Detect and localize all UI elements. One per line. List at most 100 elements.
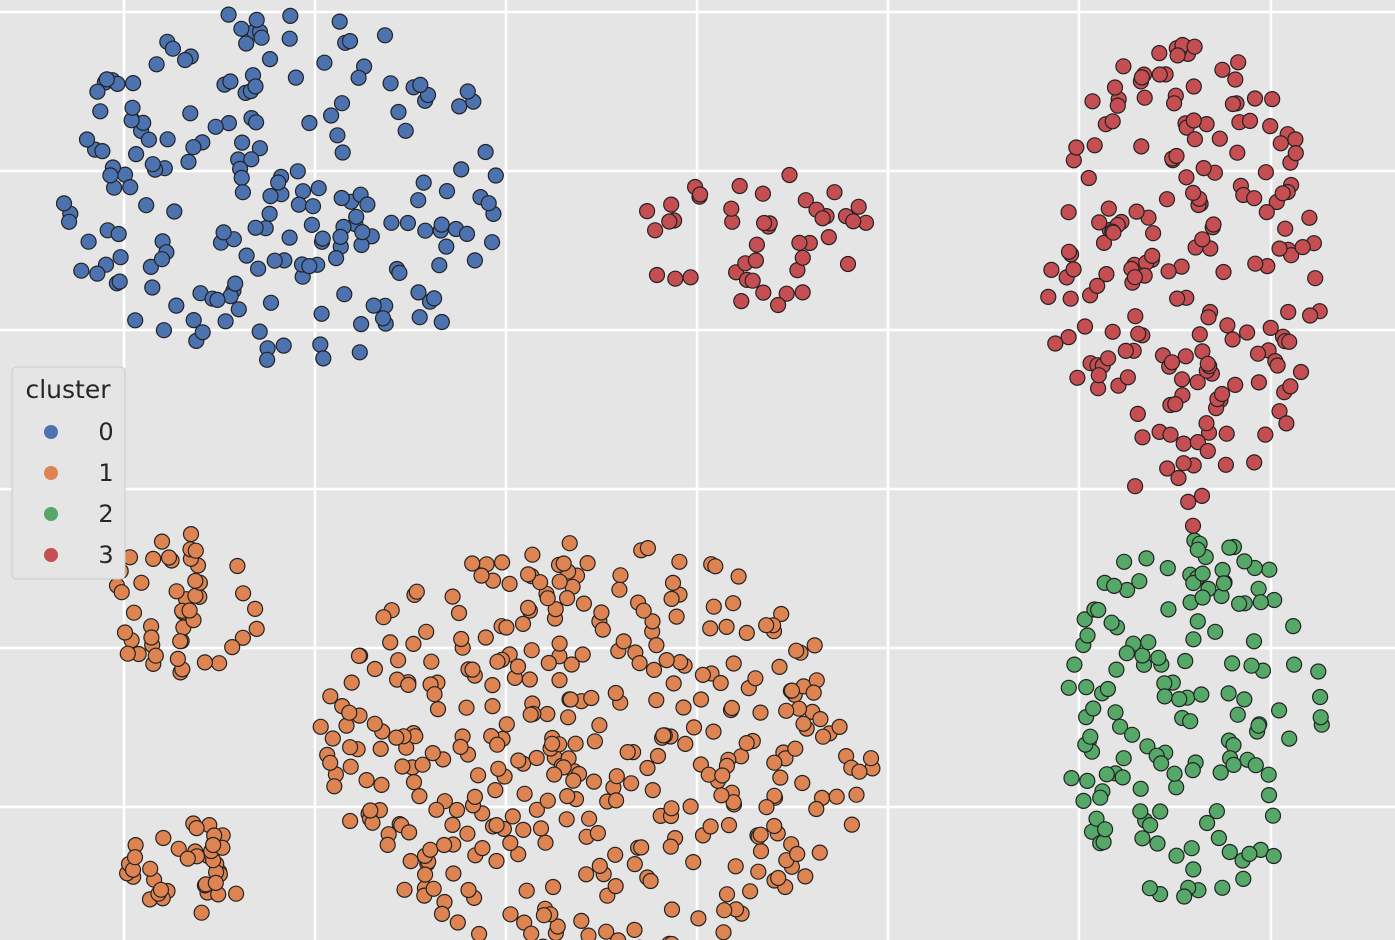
data-point-cluster-1 (362, 802, 379, 819)
data-point-cluster-1 (575, 595, 593, 612)
data-point-cluster-3 (1238, 324, 1256, 341)
data-point-cluster-1 (489, 736, 506, 753)
data-point-cluster-3 (1091, 214, 1108, 231)
data-point-cluster-2 (1260, 786, 1278, 804)
data-point-cluster-2 (1266, 591, 1283, 609)
data-point-cluster-1 (366, 715, 383, 732)
data-point-cluster-3 (1069, 369, 1086, 386)
data-point-cluster-1 (125, 604, 143, 621)
data-point-cluster-2 (1221, 843, 1238, 861)
data-point-cluster-1 (358, 771, 375, 789)
data-point-cluster-2 (1281, 730, 1298, 747)
data-point-cluster-1 (342, 812, 359, 830)
data-point-cluster-2 (1066, 656, 1083, 673)
data-point-cluster-0 (303, 216, 320, 233)
data-point-cluster-2 (1076, 611, 1093, 628)
data-point-cluster-3 (1184, 184, 1202, 201)
data-point-cluster-2 (1260, 766, 1277, 783)
data-point-cluster-0 (233, 169, 250, 186)
data-point-cluster-1 (705, 723, 722, 740)
data-point-cluster-1 (523, 925, 540, 940)
data-point-cluster-2 (1060, 679, 1077, 696)
data-point-cluster-1 (126, 849, 144, 866)
data-point-cluster-3 (748, 236, 766, 253)
data-point-cluster-3 (820, 229, 837, 246)
data-point-cluster-1 (702, 818, 719, 835)
data-point-cluster-2 (1114, 769, 1131, 786)
data-point-cluster-3 (1159, 460, 1176, 477)
data-point-cluster-1 (805, 684, 822, 701)
data-point-cluster-3 (1104, 323, 1121, 340)
data-point-cluster-2 (1285, 617, 1302, 635)
data-point-cluster-1 (644, 781, 661, 799)
data-point-cluster-0 (253, 29, 270, 46)
data-point-cluster-2 (1247, 757, 1264, 774)
data-point-cluster-3 (1099, 350, 1117, 367)
data-point-cluster-3 (1250, 374, 1268, 391)
data-point-cluster-1 (705, 598, 722, 615)
data-point-cluster-0 (262, 294, 280, 311)
data-point-cluster-3 (1126, 269, 1144, 286)
data-point-cluster-0 (383, 214, 400, 231)
data-point-cluster-1 (644, 613, 661, 630)
data-point-cluster-0 (209, 291, 226, 308)
data-point-cluster-3 (1175, 455, 1192, 472)
data-point-cluster-1 (551, 635, 568, 652)
data-point-cluster-1 (452, 738, 469, 756)
data-point-cluster-3 (1194, 231, 1211, 248)
data-point-cluster-1 (631, 654, 648, 672)
data-point-cluster-1 (426, 686, 443, 703)
data-point-cluster-1 (720, 816, 738, 834)
data-point-cluster-0 (144, 279, 161, 296)
data-point-cluster-0 (261, 50, 279, 68)
data-point-cluster-0 (251, 140, 268, 157)
data-point-cluster-2 (1079, 772, 1096, 790)
data-point-cluster-2 (1252, 594, 1269, 611)
data-point-cluster-2 (1212, 764, 1229, 781)
data-point-cluster-1 (514, 615, 532, 633)
data-point-cluster-2 (1265, 847, 1282, 865)
data-point-cluster-1 (515, 821, 532, 839)
data-point-cluster-1 (504, 808, 521, 825)
data-point-cluster-0 (399, 214, 416, 232)
data-point-cluster-1 (470, 767, 487, 784)
data-point-cluster-0 (220, 6, 237, 23)
data-point-cluster-0 (453, 161, 470, 178)
legend-box (11, 366, 126, 580)
data-point-cluster-1 (738, 624, 755, 642)
data-point-cluster-2 (1185, 861, 1202, 878)
data-point-cluster-1 (770, 869, 787, 887)
data-point-cluster-0 (397, 122, 414, 139)
data-point-cluster-2 (1152, 755, 1170, 772)
data-point-cluster-1 (388, 729, 405, 746)
data-point-cluster-1 (583, 689, 600, 707)
data-point-cluster-3 (1173, 371, 1191, 388)
data-point-cluster-1 (423, 653, 440, 670)
data-point-cluster-3 (1084, 93, 1101, 110)
data-point-cluster-0 (282, 7, 299, 24)
data-point-cluster-1 (466, 788, 483, 806)
data-point-cluster-1 (649, 747, 667, 765)
data-point-cluster-1 (400, 676, 417, 694)
data-point-cluster-1 (586, 733, 604, 750)
data-point-cluster-2 (1311, 688, 1329, 706)
data-point-cluster-3 (769, 296, 787, 314)
data-point-cluster-3 (1230, 54, 1247, 71)
data-point-cluster-1 (519, 599, 537, 617)
data-point-cluster-2 (1168, 779, 1185, 796)
data-point-cluster-1 (795, 715, 812, 732)
data-point-cluster-2 (1088, 810, 1105, 827)
data-point-cluster-0 (251, 323, 268, 340)
data-point-cluster-0 (459, 83, 476, 100)
data-point-cluster-0 (315, 350, 332, 367)
data-point-cluster-3 (1060, 204, 1077, 221)
data-point-cluster-1 (639, 539, 657, 557)
data-point-cluster-1 (543, 735, 561, 752)
data-point-cluster-0 (294, 183, 312, 200)
data-point-cluster-1 (502, 906, 519, 923)
data-point-cluster-3 (1269, 357, 1286, 374)
data-point-cluster-1 (558, 589, 576, 607)
data-point-cluster-2 (1250, 580, 1267, 597)
data-point-cluster-1 (116, 624, 134, 641)
data-point-cluster-2 (1115, 553, 1133, 570)
